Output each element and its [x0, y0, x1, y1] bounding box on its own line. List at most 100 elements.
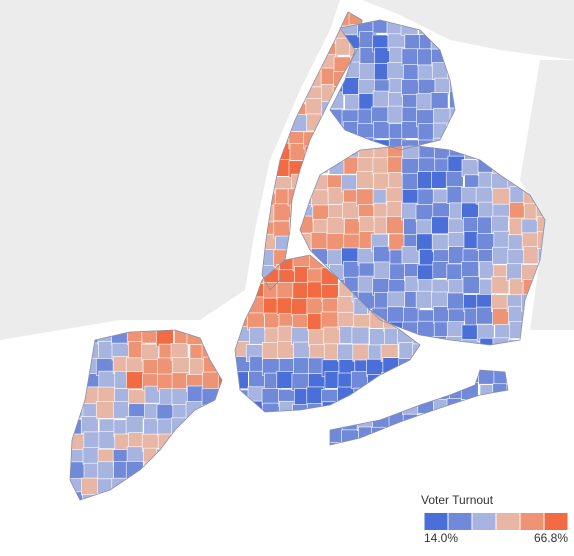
- district: [476, 306, 494, 325]
- district: [449, 107, 455, 126]
- legend-swatch: [496, 513, 520, 530]
- district: [306, 386, 325, 405]
- district: [95, 401, 114, 419]
- district: [476, 398, 495, 417]
- district: [326, 217, 345, 236]
- district: [373, 245, 391, 264]
- district: [446, 370, 465, 386]
- district: [70, 330, 86, 346]
- district: [189, 434, 207, 453]
- district: [127, 492, 145, 500]
- district: [141, 494, 160, 500]
- district: [446, 336, 464, 345]
- district: [382, 386, 400, 405]
- district: [97, 461, 116, 480]
- district: [416, 442, 434, 445]
- district: [417, 414, 435, 432]
- district: [374, 442, 393, 445]
- district: [432, 370, 451, 388]
- district: [321, 129, 339, 148]
- legend-title: Voter Turnout: [421, 493, 494, 507]
- district: [367, 374, 385, 392]
- district: [417, 188, 436, 207]
- district: [173, 449, 192, 467]
- district: [447, 427, 465, 445]
- district: [431, 170, 449, 189]
- borough-districts: [70, 330, 222, 500]
- district: [204, 404, 222, 422]
- district: [174, 477, 192, 496]
- district: [292, 404, 311, 412]
- district: [430, 92, 449, 110]
- district: [447, 292, 465, 311]
- district: [462, 276, 481, 294]
- district: [143, 461, 162, 480]
- rockaway: [329, 369, 509, 446]
- district: [413, 359, 420, 377]
- district: [402, 413, 421, 432]
- district: [171, 417, 189, 436]
- district: [202, 493, 220, 500]
- district: [249, 326, 267, 345]
- district: [70, 433, 86, 452]
- staten-island: [69, 329, 223, 501]
- district: [70, 342, 87, 361]
- district: [476, 233, 495, 251]
- district: [419, 370, 437, 386]
- district: [173, 462, 191, 481]
- district: [125, 416, 144, 434]
- legend-min-label: 14.0%: [424, 531, 458, 545]
- district: [381, 372, 399, 390]
- district: [171, 357, 190, 375]
- district: [462, 413, 481, 432]
- district: [464, 425, 482, 444]
- district: [351, 326, 370, 345]
- district: [491, 426, 508, 445]
- district: [218, 374, 222, 392]
- district: [341, 397, 360, 416]
- legend-swatch: [448, 513, 472, 530]
- district: [417, 381, 436, 400]
- legend-max-label: 66.8%: [534, 531, 568, 545]
- district: [125, 461, 144, 479]
- district: [261, 342, 280, 360]
- district: [311, 189, 329, 208]
- district: [218, 461, 222, 480]
- land-east: [520, 60, 574, 330]
- district: [358, 396, 377, 414]
- district: [310, 155, 329, 174]
- district: [388, 382, 407, 400]
- district: [401, 172, 420, 191]
- district: [491, 172, 509, 191]
- district: [343, 441, 361, 445]
- district: [273, 159, 292, 177]
- district: [289, 114, 308, 132]
- district: [70, 389, 85, 407]
- district: [287, 188, 306, 207]
- district: [291, 373, 310, 391]
- district: [202, 430, 220, 449]
- district: [217, 356, 222, 374]
- district: [509, 321, 527, 339]
- district: [415, 204, 434, 222]
- district: [536, 216, 545, 234]
- brooklyn: [234, 254, 421, 413]
- district: [202, 415, 220, 434]
- district: [189, 478, 207, 497]
- district: [520, 264, 539, 282]
- district: [431, 216, 450, 235]
- district: [144, 477, 162, 495]
- district: [305, 98, 324, 116]
- district: [330, 442, 344, 445]
- district: [397, 371, 416, 390]
- manhattan: [261, 11, 363, 291]
- district: [70, 357, 85, 376]
- district: [506, 383, 508, 402]
- district: [523, 337, 542, 345]
- district: [80, 416, 99, 434]
- district: [308, 329, 326, 347]
- legend: Voter Turnout 14.0% 66.8%: [421, 493, 568, 545]
- district: [432, 122, 451, 141]
- legend-swatch: [424, 513, 448, 530]
